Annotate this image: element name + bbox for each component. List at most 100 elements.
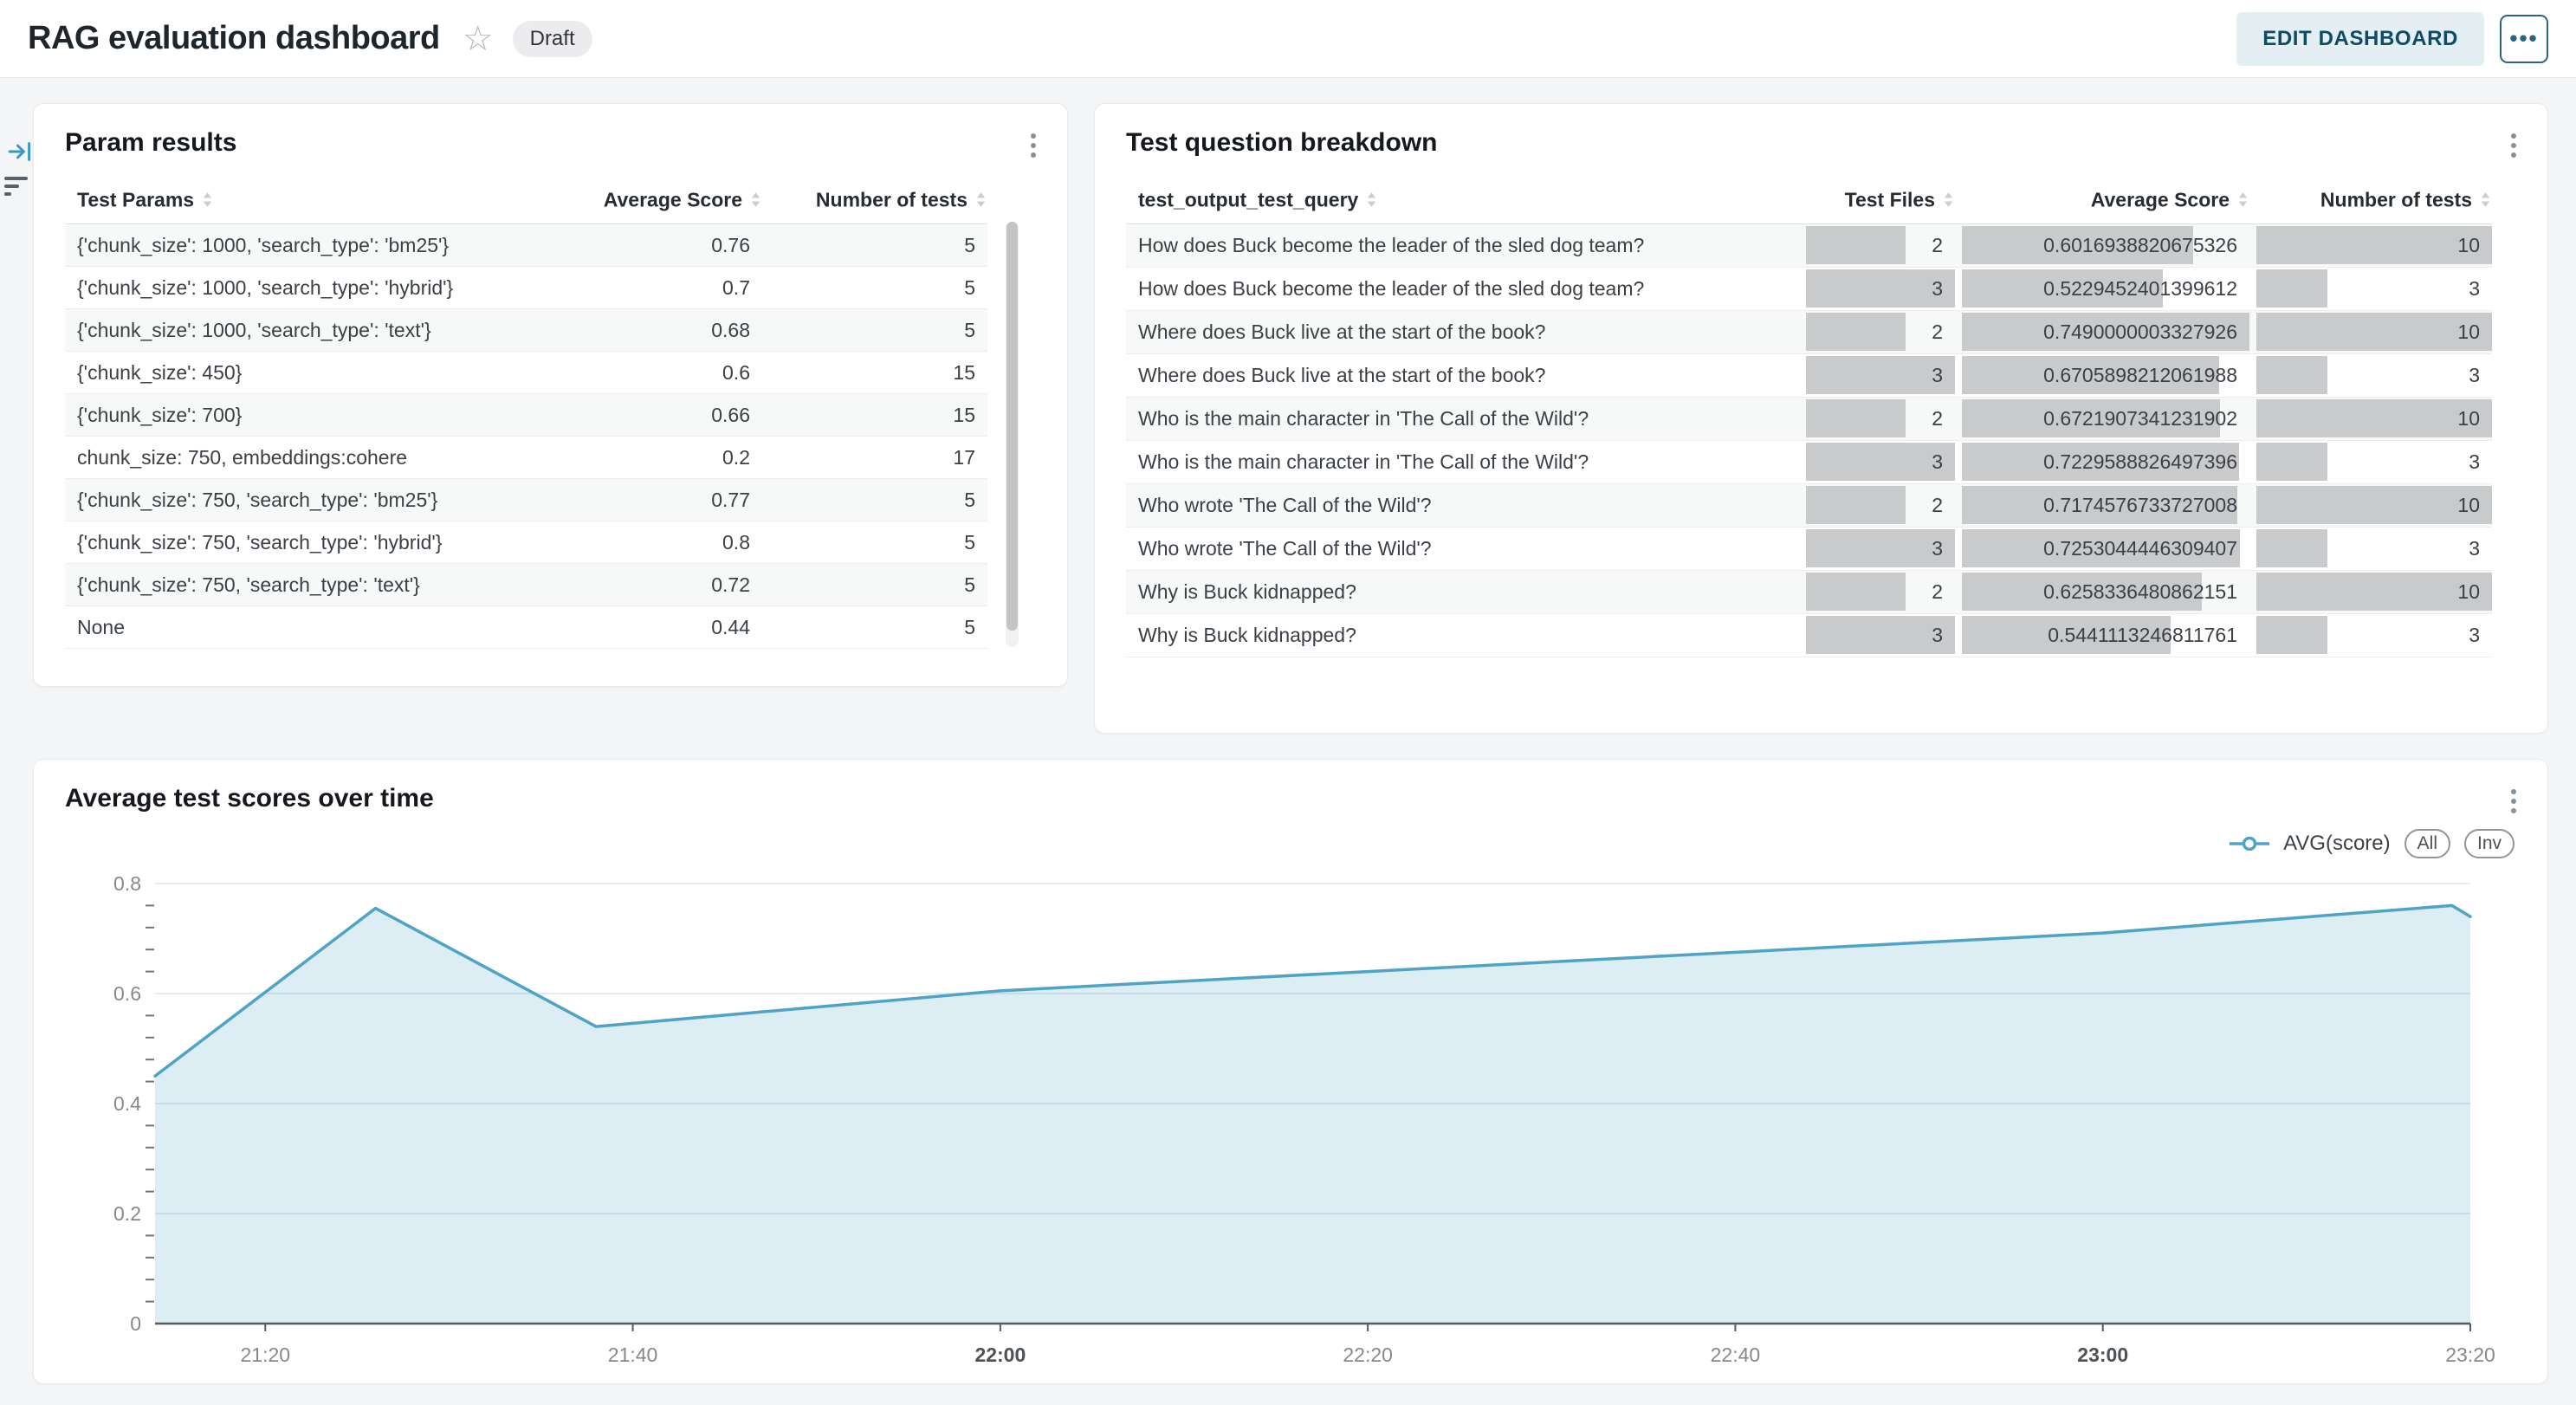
table-row: {'chunk_size': 700} 0.66 15 [65,393,987,437]
cell-average-score: 0.72 [485,563,762,606]
expand-panel-icon[interactable] [7,139,33,165]
sort-icon [976,192,986,208]
cell-number-of-tests: 17 [953,445,975,469]
cell-number-of-tests: 5 [964,615,975,638]
kebab-menu-icon[interactable] [1026,128,1041,163]
svg-text:0.6: 0.6 [113,982,141,1005]
data-bar [2256,529,2327,568]
kebab-menu-icon[interactable] [2506,128,2521,163]
data-bar [1962,529,2241,568]
data-bar [2256,269,2327,308]
column-header[interactable]: Test Params [65,178,485,224]
legend-all-button[interactable]: All [2404,829,2450,858]
draft-status-badge: Draft [512,20,592,57]
legend-series-label: AVG(score) [2283,832,2391,855]
data-bar [1962,443,2240,482]
data-bar [1962,356,2220,395]
cell-number-of-tests: 5 [964,275,975,299]
svg-text:21:40: 21:40 [608,1343,658,1366]
table-row: {'chunk_size': 1000, 'search_type': 'tex… [65,308,987,352]
table-row: Who wrote 'The Call of the Wild'? 3 0.7253… [1126,527,2492,571]
data-bar [1806,443,1955,482]
table-row: Why is Buck kidnapped? 2 0.625833648086215… [1126,570,2492,614]
cell-test-params: {'chunk_size': 1000, 'search_type': 'bm2… [65,223,485,267]
card-title: Test question breakdown [1126,128,1438,157]
column-header[interactable]: test_output_test_query [1126,178,1799,224]
svg-text:22:00: 22:00 [974,1343,1026,1366]
cell-number-of-tests: 10 [2249,570,2492,614]
cell-test-files: 2 [1799,310,1955,354]
cell-test-files: 3 [1799,354,1955,398]
table-row: How does Buck become the leader of the s… [1126,267,2492,311]
cell-average-score: 0.76 [485,223,762,267]
favorite-star-icon[interactable]: ☆ [462,19,494,58]
scrollbar-thumb[interactable] [1006,222,1018,631]
table-row: {'chunk_size': 1000, 'search_type': 'bm2… [65,223,987,267]
page-title: RAG evaluation dashboard [28,20,440,56]
svg-text:22:40: 22:40 [1711,1343,1761,1366]
cell-number-of-tests: 3 [2249,528,2492,571]
filter-icon[interactable] [4,173,30,199]
data-bar [1806,573,1906,612]
cell-average-score: 0.8 [722,530,750,554]
svg-text:21:20: 21:20 [241,1343,291,1366]
data-bar [1806,269,1955,308]
cell-number-of-tests: 5 [762,223,987,267]
cell-number-of-tests: 3 [2249,441,2492,484]
svg-text:0.8: 0.8 [113,872,141,895]
cell-number-of-tests: 5 [762,563,987,606]
cell-test-params: {'chunk_size': 450} [77,360,243,384]
sort-icon [1944,192,1953,208]
cell-number-of-tests: 10 [2249,223,2492,268]
column-header[interactable]: Test Files [1799,178,1955,224]
cell-number-of-tests: 15 [762,393,987,437]
edit-dashboard-button[interactable]: EDIT DASHBOARD [2236,11,2484,66]
cell-test-query: Where does Buck live at the start of the… [1138,364,1546,387]
svg-text:0.4: 0.4 [113,1092,141,1115]
param-card-header: Param results [34,104,1067,163]
legend-inv-button[interactable]: Inv [2463,829,2515,858]
cell-average-score: 0.77 [485,478,762,521]
param-results-card: Param results Test Params Average Score Nu… [33,103,1068,687]
data-bar [2256,616,2327,655]
cell-average-score: 0.6 [722,360,750,384]
column-header[interactable]: Number of tests [2249,178,2492,224]
cell-test-query: Why is Buck kidnapped? [1126,570,1799,614]
column-header[interactable]: Average Score [1955,178,2249,224]
param-table-wrap: Test Params Average Score Number of tests … [65,178,1036,649]
dashboard-content: Param results Test Params Average Score Nu… [0,78,2576,1384]
vertical-scrollbar[interactable] [1006,222,1019,648]
breakdown-card-header: Test question breakdown [1095,104,2547,163]
top-row: Param results Test Params Average Score Nu… [33,103,2548,734]
cell-average-score: 0.5441113246811761 [1955,614,2249,657]
cell-test-query: How does Buck become the leader of the s… [1138,277,1645,301]
data-bar [1962,573,2203,612]
cell-average-score: 0.7174576733727008 [1955,483,2249,528]
cell-test-params: {'chunk_size': 1000, 'search_type': 'hyb… [77,275,454,299]
column-header[interactable]: Average Score [485,178,762,224]
data-bar [1962,399,2220,438]
cell-number-of-tests: 3 [2249,268,2492,311]
cell-average-score: 0.7253044446309407 [1955,528,2249,571]
kebab-menu-icon[interactable] [2506,784,2521,819]
cell-average-score: 0.68 [485,308,762,352]
data-bar [1806,399,1906,438]
data-bar [1962,313,2249,352]
data-bar [1962,486,2238,525]
more-options-button[interactable]: ••• [2500,14,2548,63]
cell-test-params: {'chunk_size': 750, 'search_type': 'text… [65,563,485,606]
table-row: {'chunk_size': 750, 'search_type': 'text… [65,563,987,606]
svg-text:23:00: 23:00 [2077,1343,2128,1366]
cell-average-score: 0.5229452401399612 [1955,268,2249,311]
cell-number-of-tests: 3 [2249,614,2492,657]
data-bar [1806,486,1906,525]
ellipsis-icon: ••• [2509,25,2539,51]
cell-test-query: Who wrote 'The Call of the Wild'? [1126,483,1799,528]
cell-number-of-tests: 3 [2249,354,2492,398]
cell-test-files: 3 [1799,268,1955,311]
chart-card: Average test scores over time AVG(score)… [33,759,2548,1384]
cell-average-score: 0.6705898212061988 [1955,354,2249,398]
cell-number-of-tests: 5 [762,308,987,352]
table-row: {'chunk_size': 750, 'search_type': 'hybr… [65,521,987,564]
column-header[interactable]: Number of tests [762,178,987,224]
